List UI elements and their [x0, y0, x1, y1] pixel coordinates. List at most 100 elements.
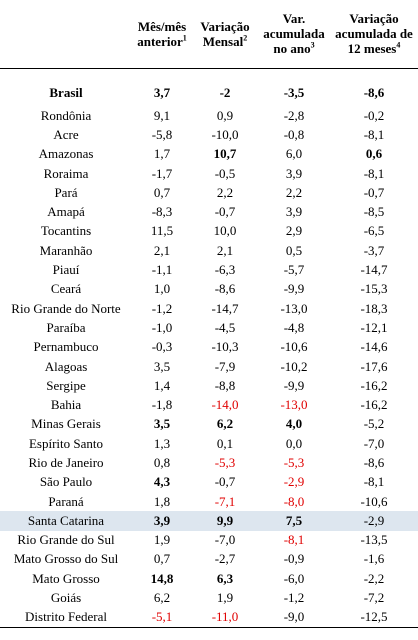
cell-var-acumulada-ano: -9,9: [283, 281, 305, 297]
table-row: Mato Grosso do Sul 0,7 -2,7 -0,9 -1,6: [0, 550, 418, 569]
row-label: Pará: [54, 184, 78, 200]
cell-var-acumulada-12-meses: -0,7: [363, 184, 385, 200]
row-label: Sergipe: [46, 377, 86, 393]
cell-var-acumulada-ano: -2,8: [283, 107, 305, 123]
cell-var-acumulada-12-meses: -16,2: [360, 397, 388, 413]
table-row: Bahia -1,8 -14,0 -13,0 -16,2: [0, 395, 418, 414]
cell-var-acumulada-ano: 0,5: [285, 242, 303, 258]
cell-variacao-mensal: 0,9: [216, 107, 234, 123]
cell-mes-mes: 11,5: [150, 223, 174, 239]
row-label: Rondônia: [40, 107, 92, 123]
cell-variacao-mensal: -8,8: [214, 377, 236, 393]
cell-var-acumulada-12-meses: -10,6: [360, 493, 388, 509]
cell-var-acumulada-12-meses: -8,6: [363, 454, 385, 470]
table-row: Paraíba -1,0 -4,5 -4,8 -12,1: [0, 318, 418, 337]
header-mes-mes: Mês/mês anterior1: [132, 0, 192, 69]
cell-mes-mes: 3,5: [153, 416, 171, 432]
table-row: Goiás 6,2 1,9 -1,2 -7,2: [0, 588, 418, 607]
cell-var-acumulada-12-meses: -17,6: [360, 358, 388, 374]
cell-var-acumulada-ano: 2,9: [285, 223, 303, 239]
cell-variacao-mensal: 1,9: [216, 590, 234, 606]
cell-variacao-mensal: -10,3: [211, 339, 239, 355]
row-label: Rio Grande do Sul: [17, 532, 115, 548]
cell-var-acumulada-12-meses: -12,1: [360, 319, 388, 335]
table-row-brasil: Brasil 3,7 -2 -3,5 -8,6: [0, 80, 418, 106]
table-row: Alagoas 3,5 -7,9 -10,2 -17,6: [0, 357, 418, 376]
table-row: Ceará 1,0 -8,6 -9,9 -15,3: [0, 280, 418, 299]
cell-var-acumulada-12-meses: -12,5: [330, 607, 418, 628]
cell-var-acumulada-12-meses: -7,0: [363, 435, 385, 451]
cell-var-acumulada-ano: -10,2: [280, 358, 308, 374]
cell-var-acumulada-ano: -4,8: [283, 319, 305, 335]
cell-variacao-mensal: -11,0: [192, 607, 258, 628]
cell-variacao-mensal: 6,3: [216, 570, 234, 586]
cell-mes-mes: 1,4: [153, 377, 171, 393]
table-row: Pernambuco -0,3 -10,3 -10,6 -14,6: [0, 338, 418, 357]
cell-mes-mes: 1,3: [153, 435, 171, 451]
cell-var-acumulada-ano: -13,0: [280, 300, 308, 316]
cell-variacao-mensal: -10,0: [211, 126, 239, 142]
cell-var-acumulada-12-meses: -6,5: [363, 223, 385, 239]
row-label: Paraná: [48, 493, 84, 509]
cell-mes-mes: -5,8: [151, 126, 173, 142]
spacer-row: [0, 68, 418, 80]
row-label: Rio Grande do Norte: [11, 300, 121, 316]
cell-var-acumulada-ano: -6,0: [283, 570, 305, 586]
table-row: Tocantins 11,5 10,0 2,9 -6,5: [0, 222, 418, 241]
cell-mes-mes: 9,1: [153, 107, 171, 123]
header-row: Mês/mês anterior1 Variação Mensal2 Var. …: [0, 0, 418, 69]
cell-variacao-mensal: -2,7: [214, 551, 236, 567]
cell-mes-mes: -1,0: [151, 319, 173, 335]
cell-var-acumulada-ano: -5,7: [283, 262, 305, 278]
cell-var-acumulada-ano: 3,9: [285, 165, 303, 181]
cell-var-acumulada-12-meses: -2,9: [330, 511, 418, 531]
cell-mes-mes: 1,9: [153, 532, 171, 548]
cell-mes-mes: 0,8: [153, 454, 171, 470]
row-label: Distrito Federal: [0, 607, 132, 628]
cell-variacao-mensal: -0,7: [214, 204, 236, 220]
cell-mes-mes: 3,5: [153, 358, 171, 374]
table-row: Rio Grande do Norte -1,2 -14,7 -13,0 -18,3: [0, 299, 418, 318]
table-row: Paraná 1,8 -7,1 -8,0 -10,6: [0, 492, 418, 511]
table-row: Espírito Santo 1,3 0,1 0,0 -7,0: [0, 434, 418, 453]
cell-var-acumulada-12-meses: -8,1: [363, 474, 385, 490]
row-label: Piauí: [52, 262, 80, 278]
cell-mes-mes: 4,3: [153, 474, 171, 490]
cell-var-acumulada-12-meses: -18,3: [360, 300, 388, 316]
cell-mes-mes: -5,1: [132, 607, 192, 628]
cell-mes-mes: 6,2: [153, 590, 171, 606]
cell-var-acumulada-12-meses: -5,2: [363, 416, 385, 432]
table-row: Sergipe 1,4 -8,8 -9,9 -16,2: [0, 376, 418, 395]
cell-var-acumulada-12-meses: -8,6: [363, 85, 385, 100]
row-label: Amapá: [47, 204, 85, 220]
cell-mes-mes: 14,8: [150, 570, 174, 586]
row-label: São Paulo: [39, 474, 93, 490]
table-row: Rio de Janeiro 0,8 -5,3 -5,3 -8,6: [0, 453, 418, 472]
table-row: Rondônia 9,1 0,9 -2,8 -0,2: [0, 106, 418, 125]
cell-var-acumulada-12-meses: -3,7: [363, 242, 385, 258]
row-label: Mato Grosso: [32, 570, 100, 586]
row-label: Mato Grosso do Sul: [13, 551, 119, 567]
cell-var-acumulada-12-meses: -15,3: [360, 281, 388, 297]
table-row: Acre -5,8 -10,0 -0,8 -8,1: [0, 125, 418, 144]
row-label: Tocantins: [40, 223, 92, 239]
row-label: Bahia: [50, 397, 82, 413]
row-label: Minas Gerais: [31, 416, 101, 432]
header-variacao-mensal: Variação Mensal2: [192, 0, 258, 69]
row-label: Espírito Santo: [28, 435, 104, 451]
cell-variacao-mensal: -8,6: [214, 281, 236, 297]
cell-mes-mes: -8,3: [151, 204, 173, 220]
cell-mes-mes: -1,1: [151, 262, 173, 278]
cell-variacao-mensal: -7,1: [214, 493, 236, 509]
cell-var-acumulada-ano: 4,0: [285, 416, 303, 432]
cell-mes-mes: 2,1: [153, 242, 171, 258]
cell-variacao-mensal: 9,9: [192, 511, 258, 531]
cell-mes-mes: 1,8: [153, 493, 171, 509]
cell-var-acumulada-ano: -9,0: [258, 607, 330, 628]
cell-variacao-mensal: -7,0: [214, 532, 236, 548]
header-blank: [0, 0, 132, 69]
cell-variacao-mensal: 6,2: [216, 416, 234, 432]
cell-variacao-mensal: -2: [219, 85, 231, 100]
cell-mes-mes: 1,7: [153, 146, 171, 162]
